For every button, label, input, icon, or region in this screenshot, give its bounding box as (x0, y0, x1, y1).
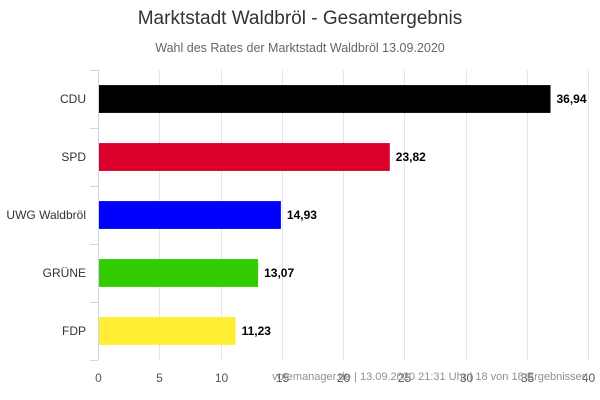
bar (99, 85, 551, 113)
data-label: 13,07 (264, 266, 294, 280)
x-tick-label: 40 (582, 371, 596, 385)
bar (99, 143, 390, 171)
grid (98, 70, 589, 360)
chart-subtitle: Wahl des Rates der Marktstadt Waldbröl 1… (155, 41, 445, 55)
data-label: 14,93 (287, 208, 317, 222)
x-tick-label: 15 (276, 371, 290, 385)
x-tick-label: 30 (460, 371, 474, 385)
y-category-label: CDU (60, 92, 86, 106)
x-tick-label: 10 (215, 371, 229, 385)
x-axis: 0 5 10 15 20 25 30 35 40 CDU SPD UWG Waldbröl GRÜNE F… (6, 70, 595, 385)
bar (99, 259, 259, 287)
data-label: 11,23 (242, 324, 272, 338)
x-tick-label: 5 (156, 371, 163, 385)
x-tick-label: 35 (521, 371, 535, 385)
data-label: 23,82 (396, 150, 426, 164)
data-label: 36,94 (557, 92, 587, 106)
bar (99, 201, 281, 229)
y-category-label: UWG Waldbröl (6, 208, 86, 222)
bar (99, 317, 236, 345)
x-tick-label: 0 (95, 371, 102, 385)
bars: 36,94 23,82 14,93 13,07 11,23 (99, 85, 587, 345)
y-category-label: FDP (62, 324, 86, 338)
x-tick-label: 25 (398, 371, 412, 385)
credits-text: votemanager.de | 13.09.2020 21:31 Uhr | … (272, 371, 588, 383)
y-category-label: SPD (61, 150, 86, 164)
x-tick-label: 20 (337, 371, 351, 385)
y-category-label: GRÜNE (43, 266, 86, 280)
chart-title: Marktstadt Waldbröl - Gesamtergebnis (138, 8, 463, 29)
